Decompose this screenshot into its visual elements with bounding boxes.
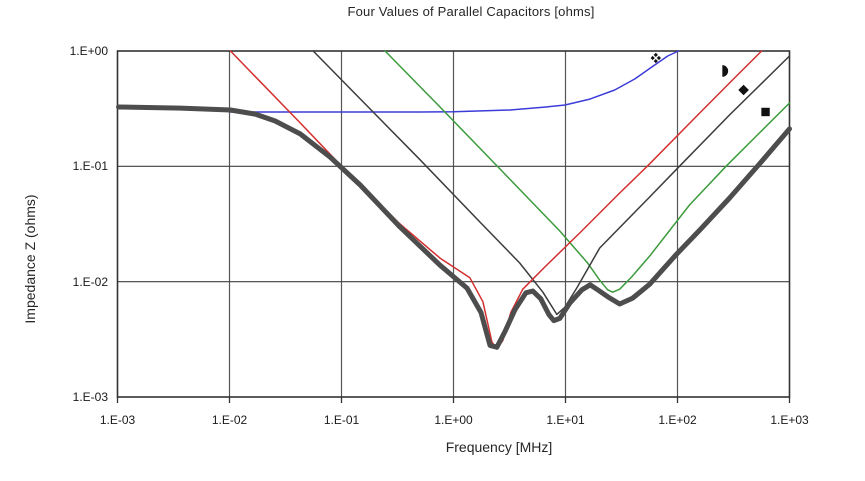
y-tick-label: 1.E-01 <box>72 159 108 174</box>
y-tick-label: 1.E+00 <box>69 44 108 58</box>
half-circle-marker-icon <box>722 65 729 77</box>
y-axis-title: Impedance Z (ohms) <box>22 194 38 324</box>
plot-frame <box>116 50 791 398</box>
x-tick-label: 1.E-03 <box>99 413 136 427</box>
chart-title: Four Values of Parallel Capacitors [ohms… <box>347 4 595 19</box>
x-tick-label: 1.E+01 <box>546 413 585 427</box>
y-tick-label: 1.E-03 <box>72 390 108 404</box>
x-tick-label: 1.E+02 <box>658 413 697 427</box>
x-axis-ticks <box>116 397 791 403</box>
gridlines <box>117 51 790 397</box>
x-tick-label: 1.E+00 <box>434 413 473 427</box>
square-marker-icon <box>761 107 770 117</box>
series-total-parallel-impedance <box>116 104 792 350</box>
x-tick-label: 1.E-01 <box>323 413 360 427</box>
y-tick-label: 1.E-02 <box>72 274 108 289</box>
x-axis-title: Frequency [MHz] <box>445 439 553 455</box>
series-bulk-capacitor-esr-plateau <box>229 50 680 113</box>
series-capacitor-2 <box>384 50 791 293</box>
x-tick-label: 1.E-02 <box>211 413 248 427</box>
x-tick-label: 1.E+03 <box>770 413 809 427</box>
four-diamond-marker-icon <box>650 52 661 64</box>
series-capacitor-1 <box>312 50 791 316</box>
point-markers <box>650 52 770 117</box>
series-capacitor-0 <box>229 50 763 350</box>
diamond-marker-icon <box>738 84 749 96</box>
